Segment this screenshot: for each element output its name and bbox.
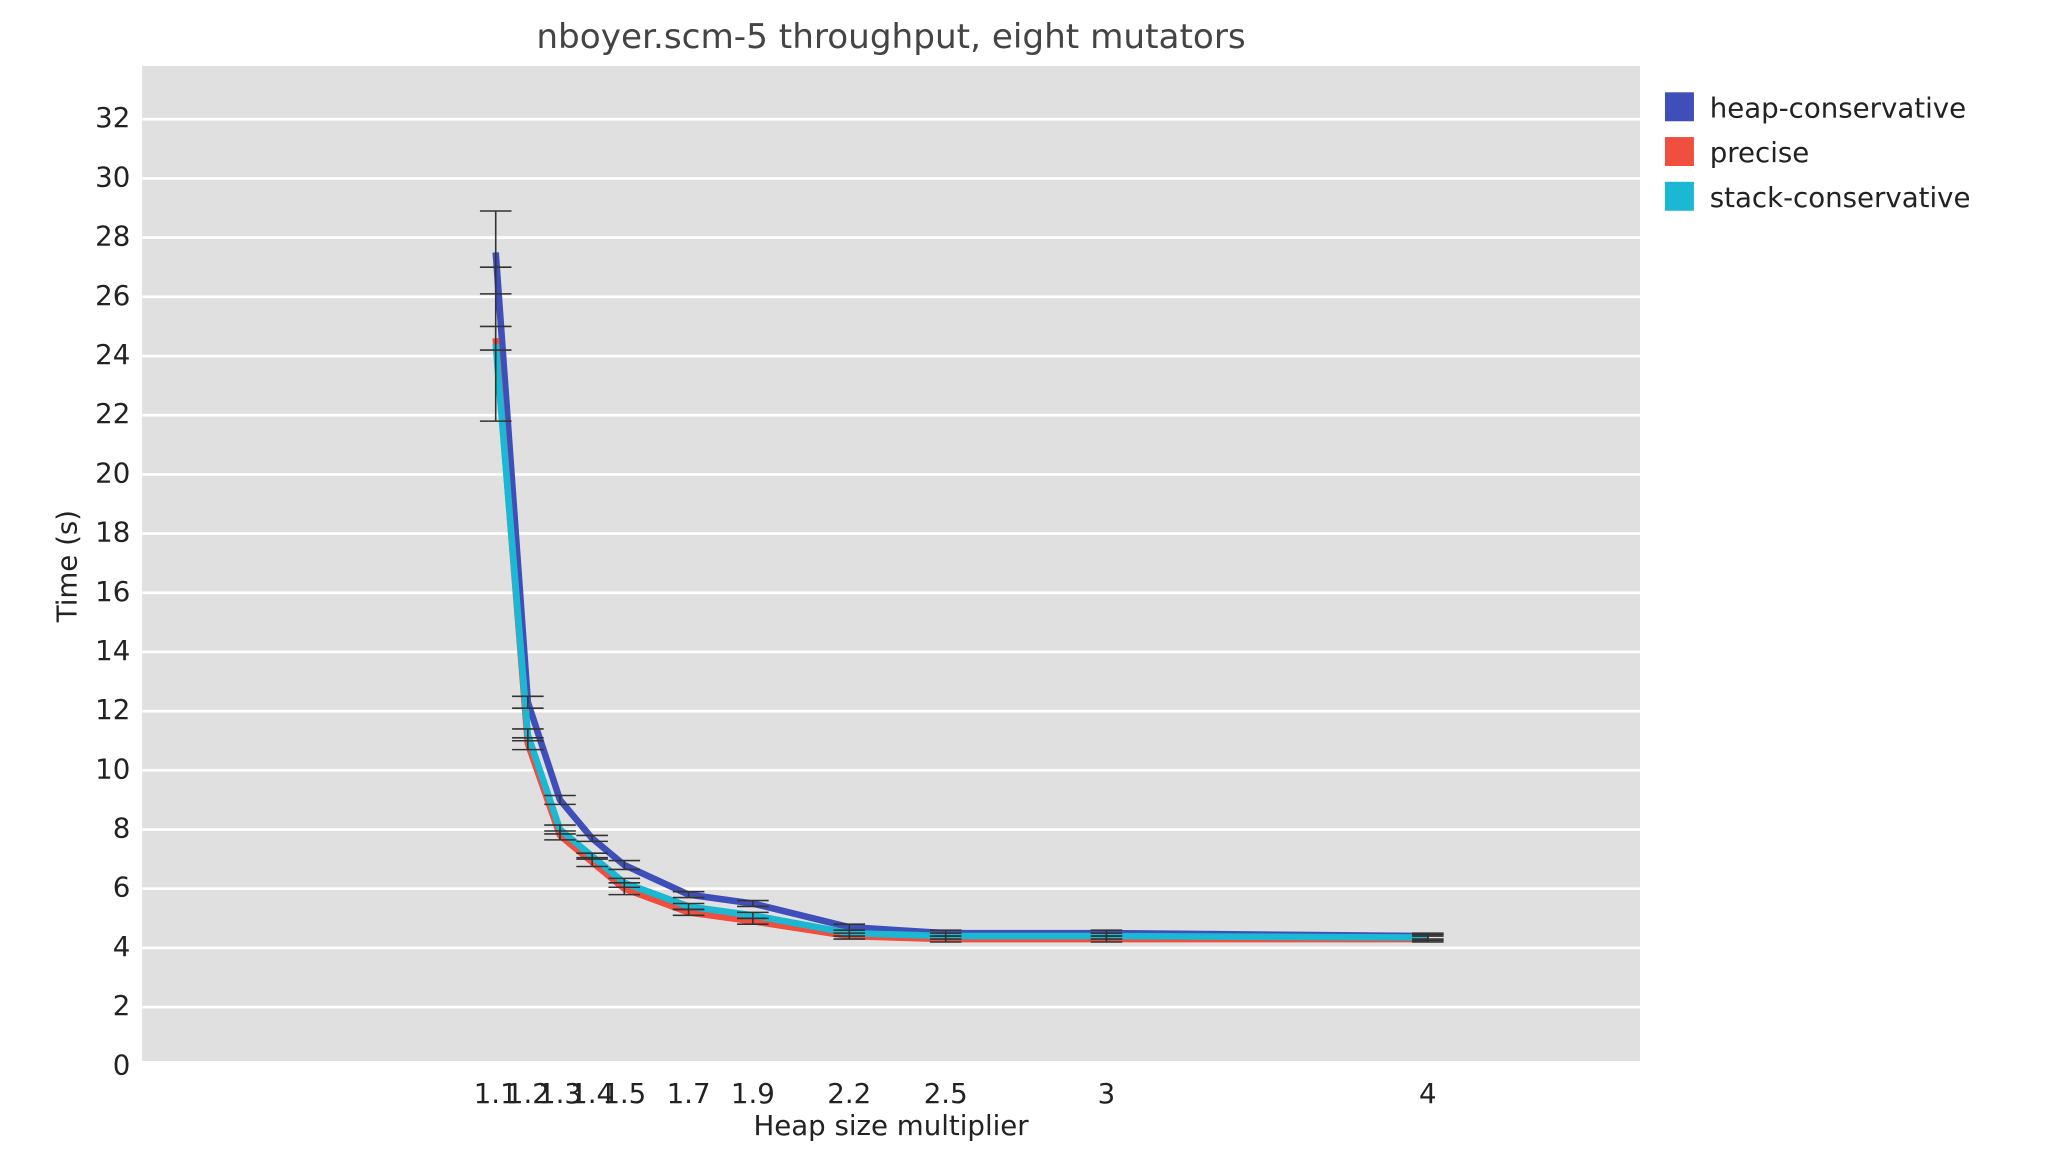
y-tick-label: 0 bbox=[113, 1048, 131, 1081]
x-tick-label: 2.5 bbox=[924, 1077, 968, 1110]
y-tick-label: 10 bbox=[95, 752, 130, 785]
y-tick-label: 12 bbox=[95, 693, 130, 726]
legend: heap-conservative precise stack-conservati… bbox=[1664, 91, 1971, 214]
x-tick-label: 1.9 bbox=[731, 1077, 775, 1110]
legend-label: precise bbox=[1710, 136, 1810, 169]
y-tick-label: 22 bbox=[95, 397, 130, 430]
y-tick-label: 8 bbox=[113, 812, 131, 845]
x-tick-label: 1.2 bbox=[506, 1077, 550, 1110]
grid bbox=[142, 117, 1640, 1068]
x-tick-label: 3 bbox=[1098, 1077, 1116, 1110]
plot-area bbox=[142, 65, 1640, 1062]
x-tick-label: 1.5 bbox=[602, 1077, 646, 1110]
x-tick-label: 1.7 bbox=[667, 1077, 711, 1110]
y-tick-label: 18 bbox=[95, 516, 130, 549]
x-tick-label: 2.2 bbox=[827, 1077, 871, 1110]
marks bbox=[479, 210, 1444, 943]
chart-title: nboyer.scm-5 throughput, eight mutators bbox=[536, 17, 1245, 57]
legend-swatch bbox=[1664, 92, 1694, 122]
y-tick-label: 32 bbox=[95, 101, 130, 134]
y-tick-label: 14 bbox=[95, 634, 130, 667]
y-tick-label: 16 bbox=[95, 575, 130, 608]
legend-label: stack-conservative bbox=[1710, 181, 1971, 214]
y-tick-label: 2 bbox=[113, 989, 131, 1022]
x-tick-label: 4 bbox=[1419, 1077, 1437, 1110]
y-axis-label: Time (s) bbox=[50, 510, 83, 623]
legend-swatch bbox=[1664, 181, 1694, 211]
y-tick-label: 20 bbox=[95, 456, 130, 489]
legend-label: heap-conservative bbox=[1710, 91, 1966, 124]
x-axis-label: Heap size multiplier bbox=[753, 1109, 1029, 1142]
legend-swatch bbox=[1664, 137, 1694, 167]
labels: 024681012141618202224262830321.11.21.31.… bbox=[95, 101, 1436, 1110]
y-tick-label: 28 bbox=[95, 220, 130, 253]
y-tick-label: 4 bbox=[113, 930, 131, 963]
x-tick-label: 1.4 bbox=[570, 1077, 614, 1110]
y-tick-label: 24 bbox=[95, 338, 130, 371]
x-tick-label: 1.1 bbox=[474, 1077, 518, 1110]
x-tick-label: 1.3 bbox=[538, 1077, 582, 1110]
y-tick-label: 6 bbox=[113, 871, 131, 904]
y-tick-label: 30 bbox=[95, 160, 130, 193]
y-tick-label: 26 bbox=[95, 279, 130, 312]
